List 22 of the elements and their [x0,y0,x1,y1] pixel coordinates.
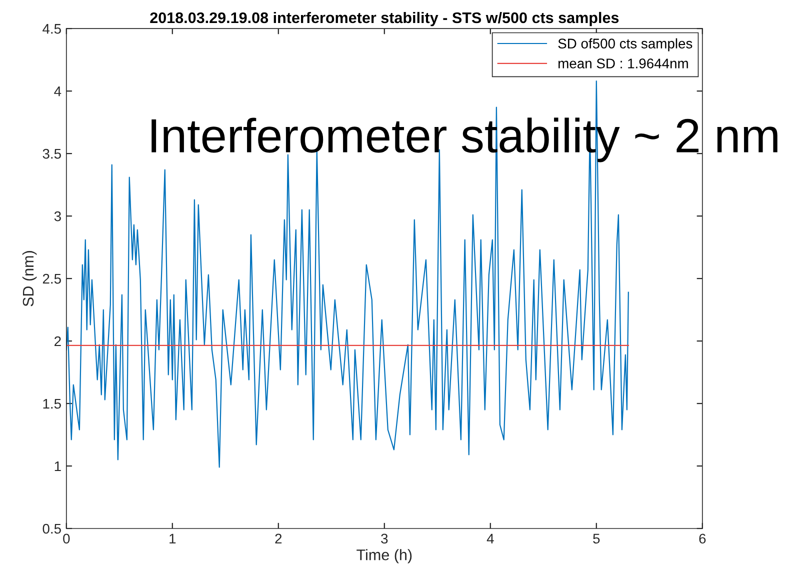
y-tick-label: 2 [54,336,61,346]
y-tick-label: 4.5 [42,24,61,34]
y-tick-label: 3 [54,211,61,222]
y-tick-label: 4 [54,86,62,96]
y-tick-label: 1.5 [43,398,61,409]
x-axis-title: Time (h) [356,549,412,564]
x-tick-label: 5 [593,534,600,544]
x-tick-label: 0 [63,534,70,544]
line-series [66,80,629,468]
y-axis-title: SD (nm) [22,251,37,306]
y-tick-label: 3.5 [42,148,61,159]
chart-title: 2018.03.29.19.08 interferometer stability - STS w/500 cts samples [150,12,619,26]
y-tick-label: 1 [54,461,61,472]
legend-label: mean SD : 1.9644nm [558,58,688,68]
x-tick-label: 4 [486,534,494,544]
legend-label: SD of500 cts samples [558,38,692,52]
x-tick-label: 3 [381,534,388,544]
x-tick-label: 2 [275,534,282,544]
x-tick-label: 1 [170,534,176,544]
y-tick-label: 0.5 [42,524,61,534]
x-tick-label: 6 [699,534,706,544]
y-tick-label: 2.5 [42,274,61,284]
